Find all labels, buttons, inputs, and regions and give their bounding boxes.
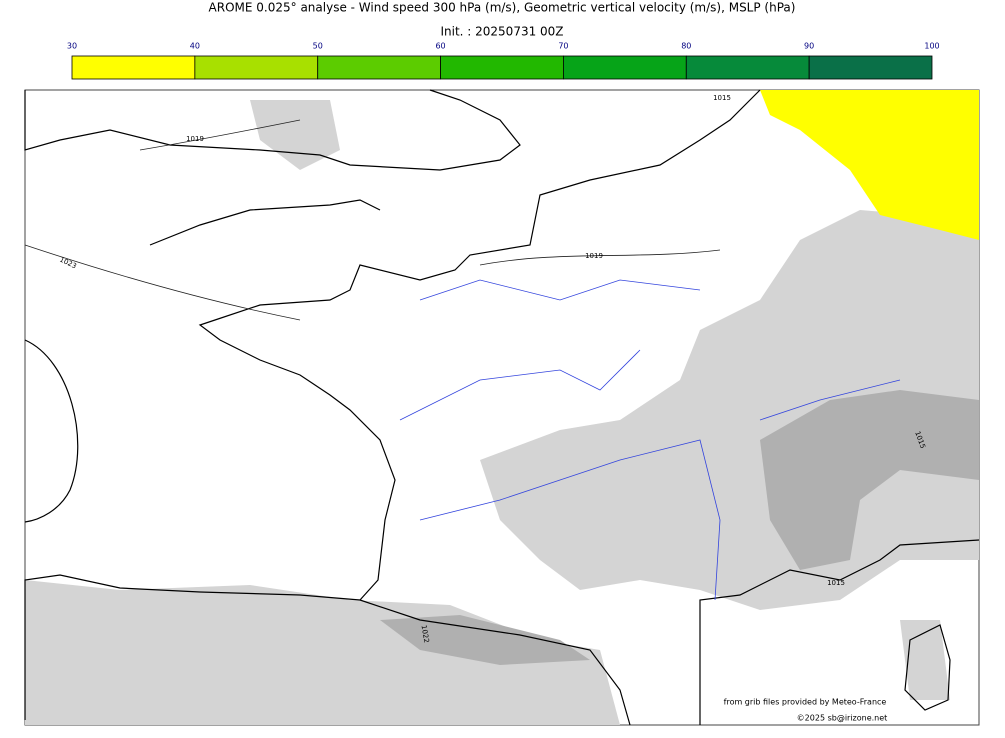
credit: from grib files provided by Meteo-France	[724, 698, 887, 707]
isobar-label: 1019	[585, 252, 603, 260]
credit: ©2025 sb@irizone.net	[797, 714, 888, 723]
colorbar-segment	[317, 55, 441, 80]
colorbar-tick-label: 100	[924, 42, 939, 51]
colorbar: 30 40 50 60 70 80 90 100	[67, 42, 940, 80]
colorbar-segment	[71, 55, 196, 80]
isobar-label: 1015	[827, 579, 845, 587]
colorbar-tick-label: 50	[313, 42, 323, 51]
isobar-label: 1019	[186, 135, 204, 143]
coastlines	[24, 89, 980, 726]
subtitle: Init. : 20250731 00Z	[440, 25, 563, 39]
colorbar-segment	[685, 55, 810, 80]
colorbar-tick-label: 90	[804, 42, 814, 51]
colorbar-tick-label: 40	[190, 42, 200, 51]
isobar-label: 1015	[713, 94, 731, 102]
wind-area	[760, 90, 979, 240]
colorbar-segment	[440, 55, 564, 80]
colorbar-tick-label: 80	[681, 42, 691, 51]
isobar-label: 1022	[420, 625, 431, 644]
colorbar-segment	[194, 55, 319, 80]
colorbar-tick-label: 70	[558, 42, 568, 51]
colorbar-tick-label: 30	[67, 42, 77, 51]
dark-shading	[380, 390, 979, 665]
isobars	[24, 119, 721, 321]
colorbar-segment	[808, 55, 933, 80]
title: AROME 0.025° analyse - Wind speed 300 hP…	[209, 1, 796, 15]
rivers	[399, 279, 901, 601]
colorbar-segment	[563, 55, 687, 80]
colorbar-tick-label: 60	[435, 42, 445, 51]
